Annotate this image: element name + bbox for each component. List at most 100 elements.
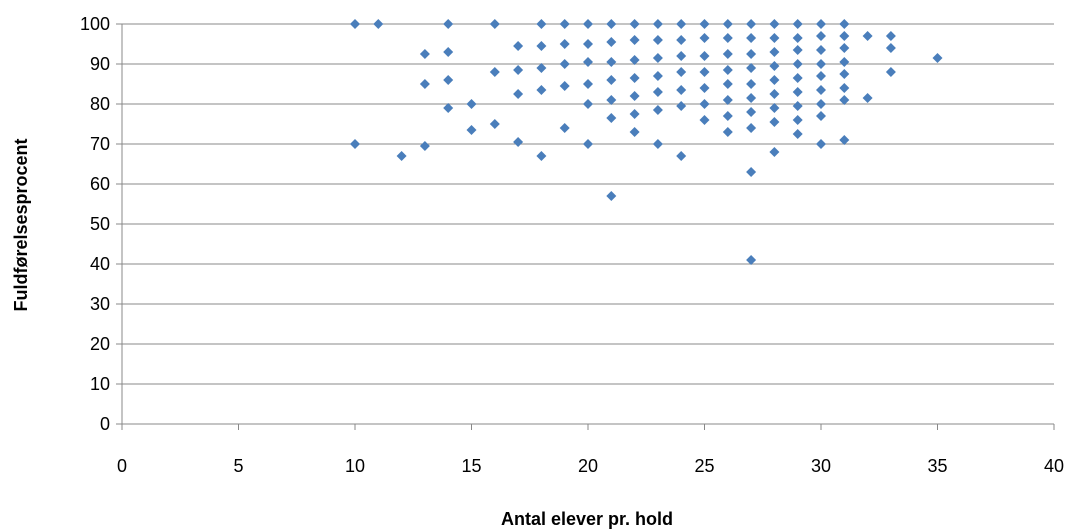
data-point bbox=[769, 47, 780, 57]
x-tick-labels: 0 5 10 15 20 25 30 35 40 bbox=[117, 456, 1064, 476]
data-point bbox=[769, 147, 780, 157]
data-point bbox=[839, 19, 850, 29]
data-point bbox=[816, 31, 826, 41]
x-tick-label: 40 bbox=[1044, 456, 1064, 476]
y-tick-labels: 0 10 20 30 40 50 60 70 80 90 100 bbox=[80, 14, 110, 434]
data-point bbox=[769, 89, 780, 99]
data-point bbox=[606, 57, 617, 67]
data-point bbox=[652, 139, 663, 149]
data-point bbox=[839, 83, 850, 93]
data-point bbox=[722, 33, 733, 43]
data-point bbox=[583, 79, 593, 89]
data-point bbox=[792, 101, 803, 111]
data-point bbox=[536, 63, 547, 73]
data-point bbox=[489, 119, 500, 129]
x-tick-label: 5 bbox=[233, 456, 243, 476]
data-point bbox=[699, 33, 710, 43]
data-point bbox=[722, 65, 733, 75]
x-tick-label: 25 bbox=[694, 456, 714, 476]
data-point bbox=[396, 151, 407, 161]
data-point bbox=[606, 75, 617, 85]
data-point bbox=[722, 79, 733, 89]
data-point bbox=[536, 41, 547, 51]
data-point bbox=[746, 123, 757, 133]
y-tick-label: 30 bbox=[90, 294, 110, 314]
data-point bbox=[652, 19, 663, 29]
data-point bbox=[885, 43, 896, 53]
data-point bbox=[699, 67, 710, 77]
data-point bbox=[792, 19, 803, 29]
data-point bbox=[746, 33, 757, 43]
data-point bbox=[559, 59, 570, 69]
x-tick-label: 35 bbox=[927, 456, 947, 476]
data-point bbox=[606, 19, 617, 29]
data-point bbox=[816, 71, 826, 81]
data-point bbox=[722, 19, 733, 29]
data-point bbox=[816, 139, 826, 149]
data-point bbox=[722, 127, 733, 137]
data-point bbox=[652, 87, 663, 97]
data-point bbox=[419, 79, 430, 89]
x-tick-label: 20 bbox=[578, 456, 598, 476]
data-point bbox=[513, 137, 524, 147]
data-point bbox=[350, 19, 360, 29]
data-point bbox=[513, 41, 524, 51]
data-point bbox=[373, 19, 384, 29]
data-point bbox=[629, 91, 640, 101]
data-point bbox=[652, 71, 663, 81]
data-point bbox=[583, 99, 593, 109]
data-point bbox=[559, 39, 570, 49]
data-point bbox=[629, 109, 640, 119]
data-point bbox=[583, 39, 593, 49]
data-point bbox=[885, 67, 896, 77]
data-point bbox=[769, 117, 780, 127]
y-axis-title: Fuldførelsesprocent bbox=[11, 138, 31, 311]
data-point bbox=[699, 83, 710, 93]
data-point bbox=[652, 35, 663, 45]
y-tick-label: 10 bbox=[90, 374, 110, 394]
data-point bbox=[676, 67, 687, 77]
data-point bbox=[629, 35, 640, 45]
data-point bbox=[746, 167, 757, 177]
data-point bbox=[885, 31, 896, 41]
data-point bbox=[583, 139, 593, 149]
data-point bbox=[699, 115, 710, 125]
data-point bbox=[443, 47, 454, 57]
data-point bbox=[769, 103, 780, 113]
data-point bbox=[816, 111, 826, 121]
data-point bbox=[746, 255, 757, 265]
data-point bbox=[932, 53, 943, 63]
data-point bbox=[443, 75, 454, 85]
data-point bbox=[559, 81, 570, 91]
data-point bbox=[629, 127, 640, 137]
data-points bbox=[350, 19, 943, 265]
data-point bbox=[839, 31, 850, 41]
data-point bbox=[489, 19, 500, 29]
data-point bbox=[862, 31, 873, 41]
data-point bbox=[839, 135, 850, 145]
data-point bbox=[792, 73, 803, 83]
x-tick-label: 15 bbox=[461, 456, 481, 476]
data-point bbox=[839, 57, 850, 67]
data-point bbox=[513, 89, 524, 99]
data-point bbox=[676, 19, 687, 29]
data-point bbox=[559, 19, 570, 29]
data-point bbox=[699, 19, 710, 29]
data-point bbox=[652, 105, 663, 115]
x-axis-title: Antal elever pr. hold bbox=[501, 509, 673, 529]
data-point bbox=[652, 53, 663, 63]
data-point bbox=[629, 55, 640, 65]
y-tick-label: 40 bbox=[90, 254, 110, 274]
y-tick-label: 80 bbox=[90, 94, 110, 114]
axes bbox=[116, 23, 1055, 430]
data-point bbox=[792, 129, 803, 139]
data-point bbox=[816, 59, 826, 69]
data-point bbox=[699, 51, 710, 61]
data-point bbox=[419, 49, 430, 59]
y-tick-label: 100 bbox=[80, 14, 110, 34]
data-point bbox=[676, 101, 687, 111]
data-point bbox=[466, 125, 477, 135]
data-point bbox=[443, 19, 454, 29]
data-point bbox=[676, 85, 687, 95]
